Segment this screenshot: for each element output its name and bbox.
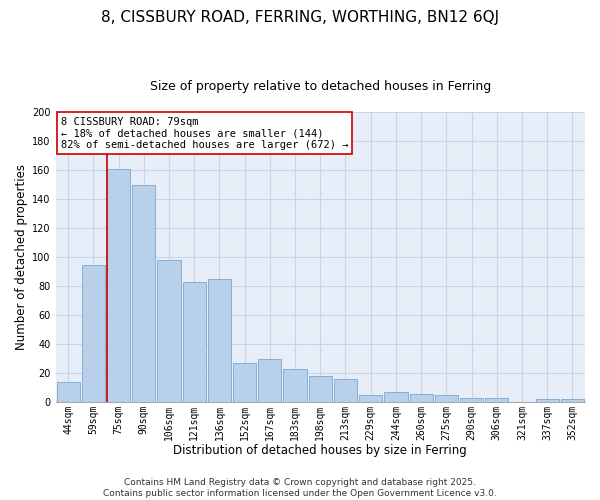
Bar	[283, 369, 307, 402]
Bar	[435, 395, 458, 402]
Bar	[334, 379, 357, 402]
Bar	[132, 184, 155, 402]
X-axis label: Distribution of detached houses by size in Ferring: Distribution of detached houses by size …	[173, 444, 467, 458]
Bar	[460, 398, 483, 402]
Bar	[385, 392, 407, 402]
Bar	[233, 363, 256, 403]
Bar	[485, 398, 508, 402]
Title: Size of property relative to detached houses in Ferring: Size of property relative to detached ho…	[149, 80, 491, 93]
Text: 8 CISSBURY ROAD: 79sqm
← 18% of detached houses are smaller (144)
82% of semi-de: 8 CISSBURY ROAD: 79sqm ← 18% of detached…	[61, 116, 349, 150]
Bar	[208, 279, 231, 402]
Bar	[536, 400, 559, 402]
Bar	[157, 260, 181, 402]
Bar	[410, 394, 433, 402]
Bar	[359, 395, 382, 402]
Bar	[107, 169, 130, 402]
Bar	[561, 400, 584, 402]
Bar	[308, 376, 332, 402]
Text: Contains HM Land Registry data © Crown copyright and database right 2025.
Contai: Contains HM Land Registry data © Crown c…	[103, 478, 497, 498]
Y-axis label: Number of detached properties: Number of detached properties	[15, 164, 28, 350]
Bar	[56, 382, 80, 402]
Bar	[258, 359, 281, 403]
Text: 8, CISSBURY ROAD, FERRING, WORTHING, BN12 6QJ: 8, CISSBURY ROAD, FERRING, WORTHING, BN1…	[101, 10, 499, 25]
Bar	[182, 282, 206, 403]
Bar	[82, 264, 105, 402]
